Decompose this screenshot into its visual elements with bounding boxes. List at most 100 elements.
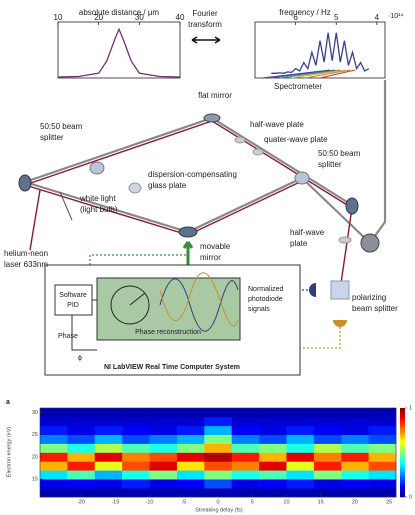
x-tick-label: 20 (352, 499, 358, 505)
heat-cell (67, 453, 95, 462)
x-tick-label: -5 (181, 499, 186, 505)
colorbar-segment (400, 435, 405, 438)
heat-cell (40, 479, 68, 488)
label: (light bulb) (80, 205, 118, 214)
colorbar-segment (400, 464, 405, 467)
label: signals (248, 306, 270, 313)
heat-cell (150, 435, 178, 444)
colorbar-segment (400, 477, 405, 480)
colorbar-segment (400, 432, 405, 435)
colorbar-segment (400, 490, 405, 493)
label: Phase (58, 333, 78, 340)
heat-cell (286, 470, 314, 479)
x-tick-label: 10 (283, 499, 289, 505)
label: plate (290, 239, 308, 248)
heat-cell (40, 417, 68, 426)
heat-cell (369, 453, 397, 462)
heat-cell (314, 453, 342, 462)
colorbar-segment (400, 457, 405, 460)
heat-cell (204, 435, 232, 444)
heat-cell (177, 470, 205, 479)
heat-cell (369, 470, 397, 479)
colorbar-segment (400, 481, 405, 484)
heat-cell (259, 408, 287, 417)
heat-cell (177, 417, 205, 426)
heat-cell (232, 417, 260, 426)
x-tick-label: -10 (146, 499, 154, 505)
heat-cell (259, 435, 287, 444)
heat-cell (67, 435, 95, 444)
colorbar-segment (400, 412, 405, 415)
colorbar-segment (400, 430, 405, 433)
heat-cell (341, 417, 369, 426)
heat-cell (40, 444, 68, 453)
heat-cell (341, 479, 369, 488)
double-arrow (192, 37, 220, 43)
heat-cell (341, 435, 369, 444)
spectrometer-fan (262, 70, 355, 78)
x-tick-label: 10 (54, 13, 63, 22)
heat-cell (232, 408, 260, 417)
colorbar-segment (400, 479, 405, 482)
x-tick-label: -15 (111, 499, 119, 505)
heat-cell (286, 426, 314, 435)
heat-cell (232, 444, 260, 453)
heat-cell (40, 470, 68, 479)
colorbar-segment (400, 421, 405, 424)
label: flat mirror (198, 91, 232, 100)
heat-cell (286, 479, 314, 488)
heat-cell (259, 479, 287, 488)
x-tick-label: 25 (386, 499, 392, 505)
heat-cell (341, 461, 369, 470)
label: splitter (318, 160, 342, 169)
spectrometer-label: Spectrometer (274, 82, 322, 91)
inset-right-frame (255, 22, 385, 78)
heat-cell (232, 453, 260, 462)
heat-cell (150, 444, 178, 453)
y-axis-label: Electron energy (eV) (6, 427, 12, 478)
label: helium-neon (4, 249, 48, 258)
colorbar-segment (400, 493, 405, 496)
heat-cell (314, 444, 342, 453)
label: Phase reconstruction (135, 329, 201, 336)
heat-cell (341, 453, 369, 462)
figure: Fourier transform Spectrometer (0, 0, 415, 515)
colorbar-segment (400, 441, 405, 444)
colorbar-segment (400, 415, 405, 418)
colorbar-segment (400, 439, 405, 442)
heat-cell (369, 488, 397, 497)
heat-cell (341, 408, 369, 417)
colorbar-tick-label: 1 (409, 405, 412, 411)
label: NI LabVIEW Real Time Computer System (104, 364, 240, 371)
colorbar-segment (400, 426, 405, 429)
x-tick-label: 5 (251, 499, 254, 505)
label: Software (59, 292, 87, 299)
heat-cell (232, 488, 260, 497)
y-tick-label: 20 (32, 454, 38, 460)
heat-cell (122, 461, 150, 470)
colorbar-segment (400, 473, 405, 476)
heat-cell (232, 479, 260, 488)
colorbar-segment (400, 444, 405, 447)
heat-cell (67, 417, 95, 426)
colorbar-segment (400, 453, 405, 456)
heat-cell (150, 408, 178, 417)
heat-cell (341, 426, 369, 435)
heat-cell (204, 408, 232, 417)
heat-cell (95, 479, 123, 488)
heat-cell (95, 461, 123, 470)
colorbar-segment (400, 448, 405, 451)
label: mirror (200, 253, 221, 262)
heat-cell (314, 408, 342, 417)
heat-cell (95, 488, 123, 497)
colorbar-segment (400, 468, 405, 471)
heat-cell (95, 435, 123, 444)
colorbar-segment (400, 475, 405, 478)
heat-cell (177, 461, 205, 470)
heat-cell (122, 426, 150, 435)
heat-cell (40, 461, 68, 470)
heat-cell (232, 426, 260, 435)
x-tick-label: 15 (318, 499, 324, 505)
colorbar-segment (400, 459, 405, 462)
label: movable (200, 242, 231, 251)
